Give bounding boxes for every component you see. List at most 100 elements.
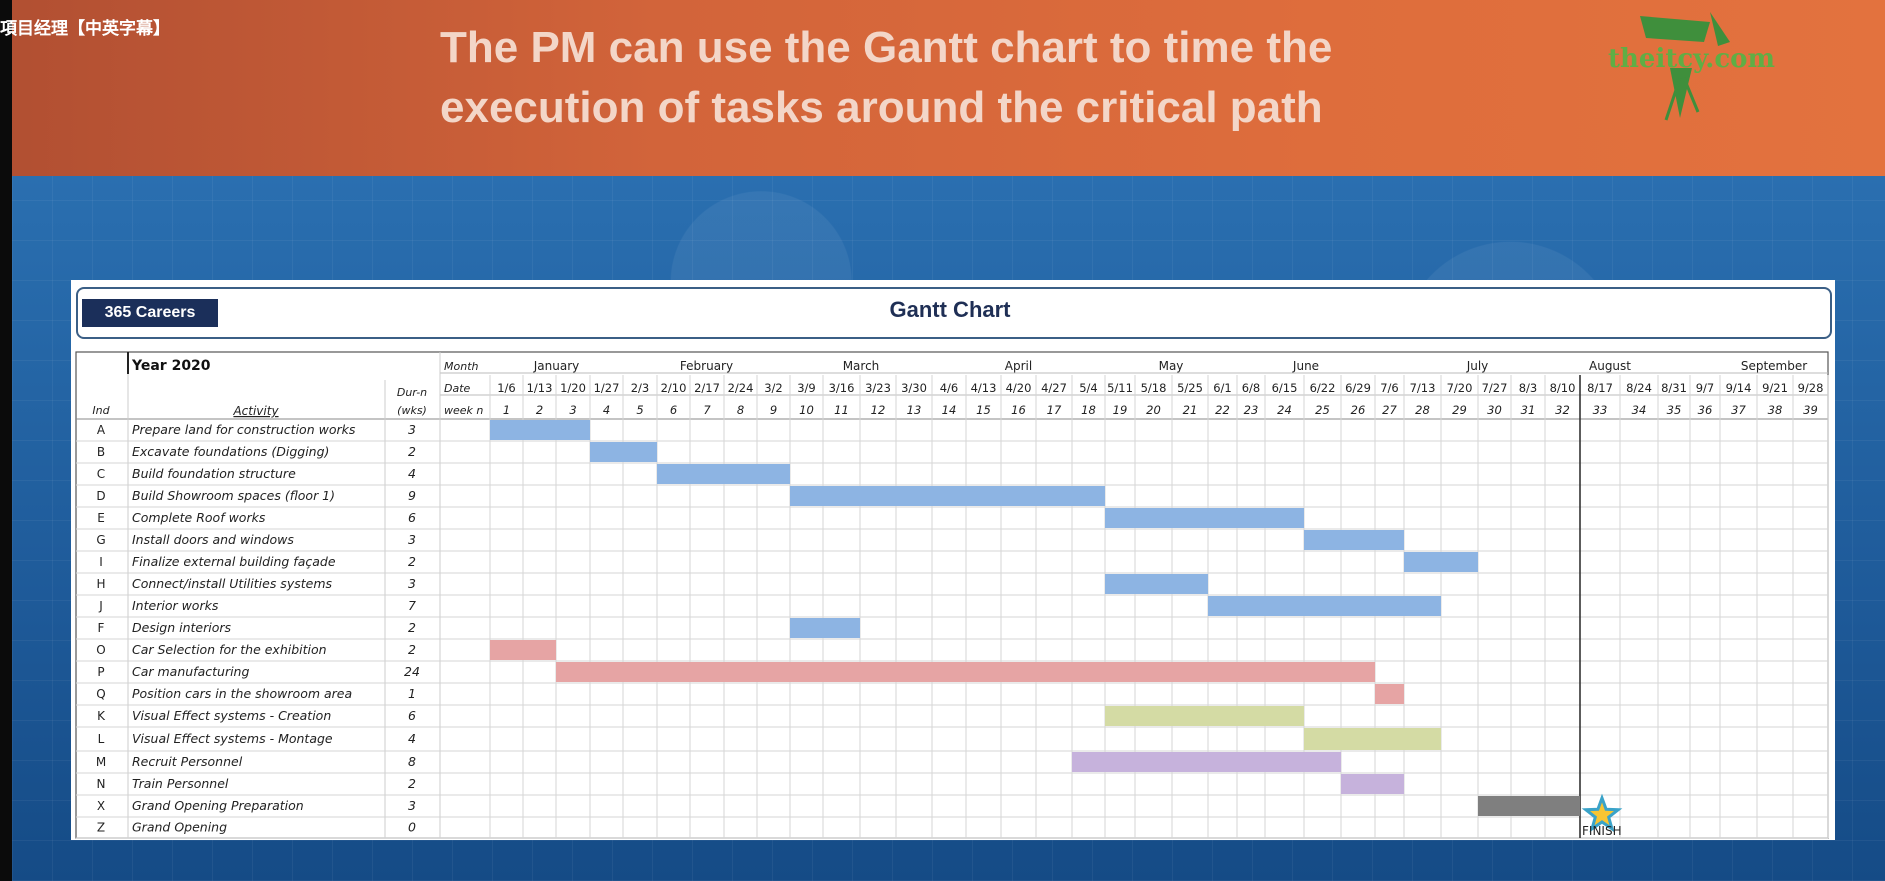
task-activity: Grand Opening Preparation [132, 798, 304, 813]
date-label: 6/1 [1213, 381, 1232, 395]
gantt-bar [1208, 596, 1441, 616]
task-index: N [97, 777, 106, 791]
task-duration: 9 [408, 488, 416, 503]
week-label: 37 [1731, 403, 1746, 417]
task-activity: Build Showroom spaces (floor 1) [132, 488, 335, 503]
date-label: 8/24 [1626, 381, 1652, 395]
week-label: 11 [834, 403, 849, 417]
week-label: 4 [603, 403, 610, 417]
left-edge [0, 0, 12, 881]
task-activity: Interior works [132, 598, 219, 613]
date-label: 2/3 [631, 381, 650, 395]
task-index: A [97, 423, 106, 437]
task-activity: Finalize external building façade [132, 554, 336, 569]
week-label: 16 [1011, 403, 1026, 417]
task-index: J [98, 599, 103, 613]
date-label: 3/9 [797, 381, 816, 395]
gantt-bar [590, 442, 657, 462]
week-label: 29 [1452, 403, 1467, 417]
month-label: April [1005, 359, 1032, 373]
date-label: 8/31 [1661, 381, 1687, 395]
date-label: 7/6 [1380, 381, 1399, 395]
month-label: February [680, 359, 733, 373]
task-duration: 2 [408, 642, 416, 657]
month-label: June [1292, 359, 1319, 373]
week-label: 24 [1277, 403, 1292, 417]
task-index: L [98, 732, 105, 746]
week-label: 13 [907, 403, 922, 417]
gantt-bar [1072, 752, 1341, 772]
week-label: 30 [1487, 403, 1502, 417]
date-row-label: Date [444, 382, 471, 395]
task-index: X [97, 799, 105, 813]
week-label: 39 [1803, 403, 1818, 417]
task-index: K [97, 709, 106, 723]
date-label: 9/7 [1696, 381, 1715, 395]
task-activity: Visual Effect systems - Montage [132, 731, 333, 746]
gantt-bar [657, 464, 790, 484]
gantt-bar [790, 486, 1105, 506]
task-activity: Complete Roof works [132, 510, 266, 525]
date-label: 1/27 [594, 381, 620, 395]
month-row-label: Month [444, 360, 479, 373]
task-index: I [99, 555, 103, 569]
task-index: E [97, 511, 105, 525]
date-label: 6/8 [1242, 381, 1261, 395]
task-index: M [96, 755, 106, 769]
gantt-bar [1105, 574, 1208, 594]
week-label: 35 [1667, 403, 1682, 417]
task-activity: Car Selection for the exhibition [132, 642, 327, 657]
gantt-bar [490, 420, 590, 440]
week-label: 9 [770, 403, 777, 417]
date-label: 8/10 [1550, 381, 1576, 395]
task-index: Z [97, 821, 105, 835]
week-label: 21 [1183, 403, 1198, 417]
date-label: 3/30 [901, 381, 927, 395]
week-label: 14 [942, 403, 957, 417]
task-activity: Car manufacturing [132, 664, 249, 679]
year-label: Year 2020 [131, 358, 211, 374]
month-label: August [1589, 359, 1631, 373]
gantt-title-bar [76, 287, 1832, 339]
week-label: 34 [1632, 403, 1647, 417]
date-label: 3/2 [764, 381, 783, 395]
task-activity: Visual Effect systems - Creation [132, 708, 331, 723]
date-label: 3/23 [865, 381, 891, 395]
task-duration: 4 [408, 731, 416, 746]
headline-line-2: execution of tasks around the critical p… [440, 83, 1323, 132]
task-duration: 6 [408, 708, 416, 723]
task-activity: Recruit Personnel [132, 754, 243, 769]
week-label: 32 [1555, 403, 1570, 417]
task-duration: 2 [408, 620, 416, 635]
headline-line-1: The PM can use the Gantt chart to time t… [440, 23, 1333, 72]
month-label: September [1741, 359, 1807, 373]
task-activity: Prepare land for construction works [132, 422, 356, 437]
week-label: 27 [1382, 403, 1397, 417]
week-label: 31 [1521, 403, 1536, 417]
week-label: 25 [1315, 403, 1330, 417]
gantt-bar [1404, 552, 1478, 572]
task-duration: 1 [408, 686, 416, 701]
task-activity: Grand Opening [132, 820, 227, 835]
date-label: 3/16 [829, 381, 855, 395]
task-duration: 24 [404, 664, 420, 679]
week-label: 36 [1698, 403, 1713, 417]
week-label: 5 [636, 403, 643, 417]
month-label: July [1466, 359, 1489, 373]
finish-star-icon [1581, 793, 1623, 833]
task-index: D [96, 489, 105, 503]
task-duration: 2 [408, 554, 416, 569]
date-label: 7/13 [1410, 381, 1436, 395]
task-index: H [96, 577, 105, 591]
date-label: 5/4 [1079, 381, 1098, 395]
task-index: B [97, 445, 105, 459]
gantt-bar [790, 618, 860, 638]
task-duration: 8 [408, 754, 416, 769]
week-label: 28 [1415, 403, 1430, 417]
date-label: 4/27 [1041, 381, 1067, 395]
week-label: 22 [1215, 403, 1230, 417]
week-label: 20 [1146, 403, 1161, 417]
date-label: 5/25 [1177, 381, 1203, 395]
task-activity: Connect/install Utilities systems [132, 576, 332, 591]
